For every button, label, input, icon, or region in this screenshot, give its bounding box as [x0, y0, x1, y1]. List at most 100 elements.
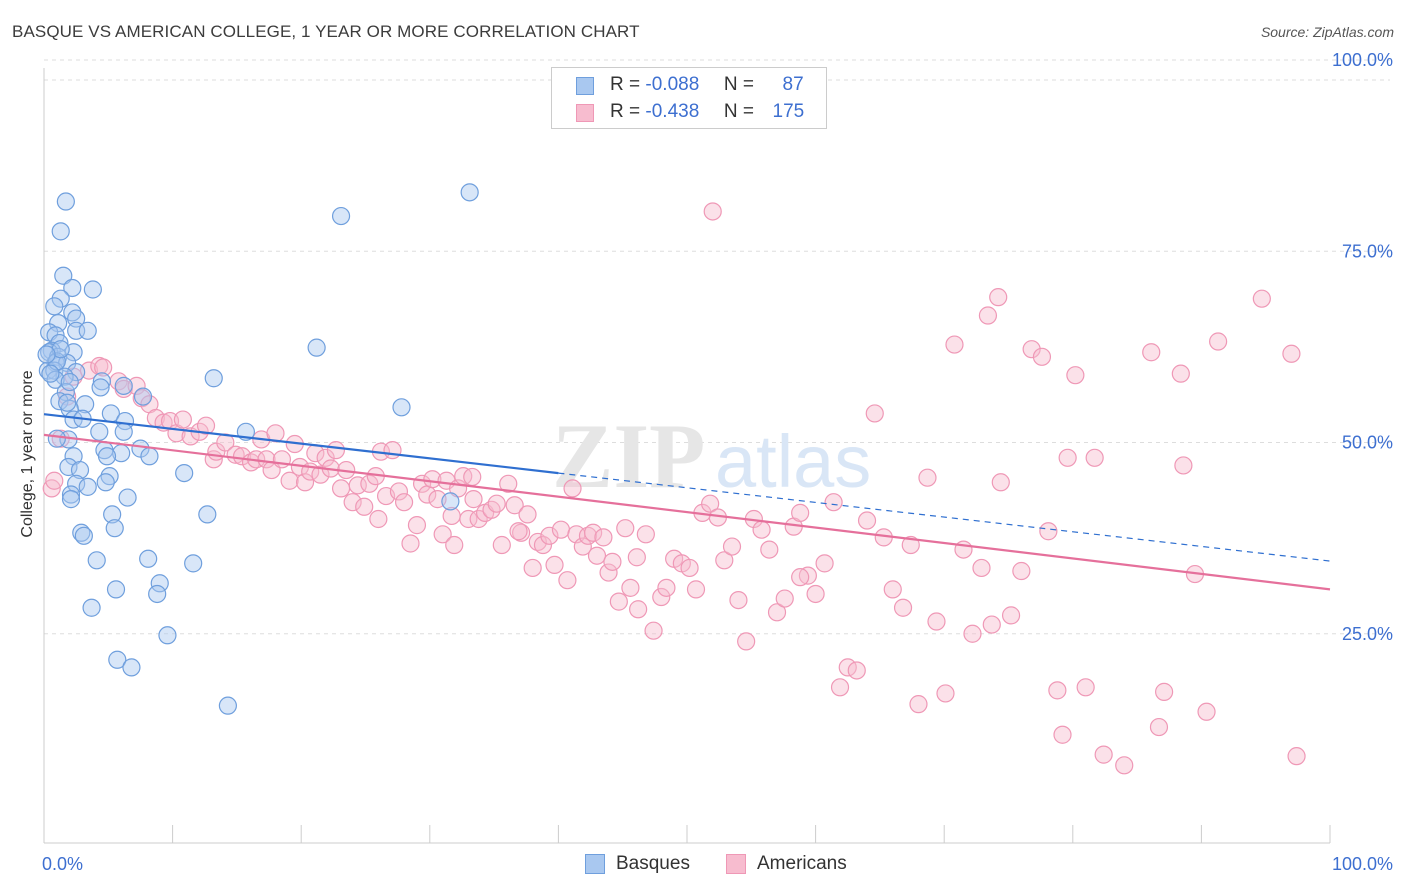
american-point — [909, 695, 928, 714]
american-point — [587, 546, 607, 565]
legend-n-value-basques: 87 — [782, 74, 804, 95]
american-point — [1197, 702, 1216, 721]
legend-r-value-basques: -0.088 — [645, 74, 700, 95]
basque-point — [148, 584, 167, 604]
american-point — [652, 587, 671, 607]
american-point — [901, 535, 920, 555]
american-point — [791, 503, 810, 522]
basque-point — [51, 222, 70, 241]
basque-point — [87, 551, 106, 570]
american-point — [715, 551, 734, 570]
basque-point — [90, 422, 109, 441]
basque-point — [50, 392, 69, 411]
american-point — [1066, 366, 1085, 385]
american-point — [991, 473, 1010, 492]
american-point — [599, 563, 618, 582]
americans-swatch — [576, 104, 594, 122]
basque-point — [392, 398, 411, 417]
basque-point — [82, 598, 101, 617]
watermark: ZIP atlas — [552, 405, 871, 507]
american-point — [775, 589, 794, 608]
basques-swatch — [576, 77, 594, 95]
legend-n-label-basques: N = — [723, 74, 754, 95]
basque-point — [139, 549, 158, 568]
american-point — [701, 494, 720, 513]
american-point — [752, 520, 771, 539]
american-point — [1094, 745, 1113, 764]
american-point — [272, 450, 292, 469]
y-tick-label: 75.0% — [1342, 241, 1393, 261]
basque-point — [331, 206, 351, 226]
american-point — [487, 494, 506, 513]
basque-point — [122, 658, 141, 677]
american-point — [545, 555, 564, 575]
american-point — [636, 525, 655, 544]
basques-legend-label: Basques — [616, 853, 690, 874]
american-point — [407, 516, 427, 535]
american-point — [401, 534, 420, 553]
basque-point — [61, 490, 81, 509]
basque-point — [106, 580, 126, 599]
basque-point — [108, 650, 127, 669]
american-point — [551, 520, 571, 539]
tick-labels: 25.0% 50.0% 75.0% 100.0% 0.0% 100.0% — [42, 50, 1393, 874]
american-point — [1115, 756, 1134, 775]
basque-point — [114, 376, 133, 395]
watermark-atlas: atlas — [715, 420, 871, 503]
american-point — [1142, 343, 1161, 362]
basque-point — [54, 266, 73, 285]
basque-point — [92, 372, 111, 391]
american-point — [584, 523, 603, 542]
american-point — [806, 584, 825, 604]
american-point — [348, 476, 367, 495]
american-point — [680, 558, 699, 578]
american-point — [1149, 717, 1169, 737]
basque-point — [51, 340, 70, 359]
american-point — [499, 474, 518, 493]
american-point — [945, 335, 964, 354]
basque-point — [58, 393, 77, 412]
american-point — [540, 526, 559, 545]
american-point — [533, 535, 553, 555]
american-point — [760, 540, 779, 559]
american-point — [936, 684, 955, 703]
american-point — [972, 558, 991, 578]
x-tick-label-max: 100.0% — [1332, 854, 1393, 874]
american-point — [824, 493, 843, 512]
american-point — [893, 598, 913, 617]
american-point — [295, 473, 315, 492]
americans-legend-swatch — [726, 854, 746, 874]
american-point — [509, 522, 528, 541]
basque-point — [118, 488, 137, 507]
american-point — [528, 532, 547, 552]
basque-point — [78, 321, 97, 340]
basque-point — [96, 473, 115, 492]
american-point — [644, 621, 663, 640]
american-point — [196, 416, 216, 435]
american-point — [830, 678, 850, 697]
american-point — [1058, 448, 1077, 467]
american-point — [563, 479, 582, 498]
basque-point — [97, 447, 117, 466]
basque-point — [198, 505, 217, 524]
basques-legend-swatch — [585, 854, 605, 874]
american-point — [578, 526, 598, 545]
legend-n-label-americans: N = — [723, 101, 754, 122]
trend-lines — [43, 413, 1331, 591]
american-point — [492, 535, 511, 555]
basque-point — [158, 626, 177, 645]
american-point — [1155, 682, 1174, 701]
basque-point — [37, 345, 56, 364]
legend-r-label-basques: R = — [610, 74, 641, 95]
basque-point — [91, 378, 110, 397]
american-point — [257, 450, 276, 469]
american-point — [609, 592, 628, 611]
american-point — [847, 661, 866, 680]
american-point — [815, 554, 834, 573]
american-point — [316, 448, 335, 467]
basque-point — [60, 372, 79, 392]
americans-legend-label: Americans — [757, 853, 847, 874]
american-point — [173, 410, 192, 429]
american-point — [686, 580, 706, 599]
american-point — [389, 482, 409, 501]
